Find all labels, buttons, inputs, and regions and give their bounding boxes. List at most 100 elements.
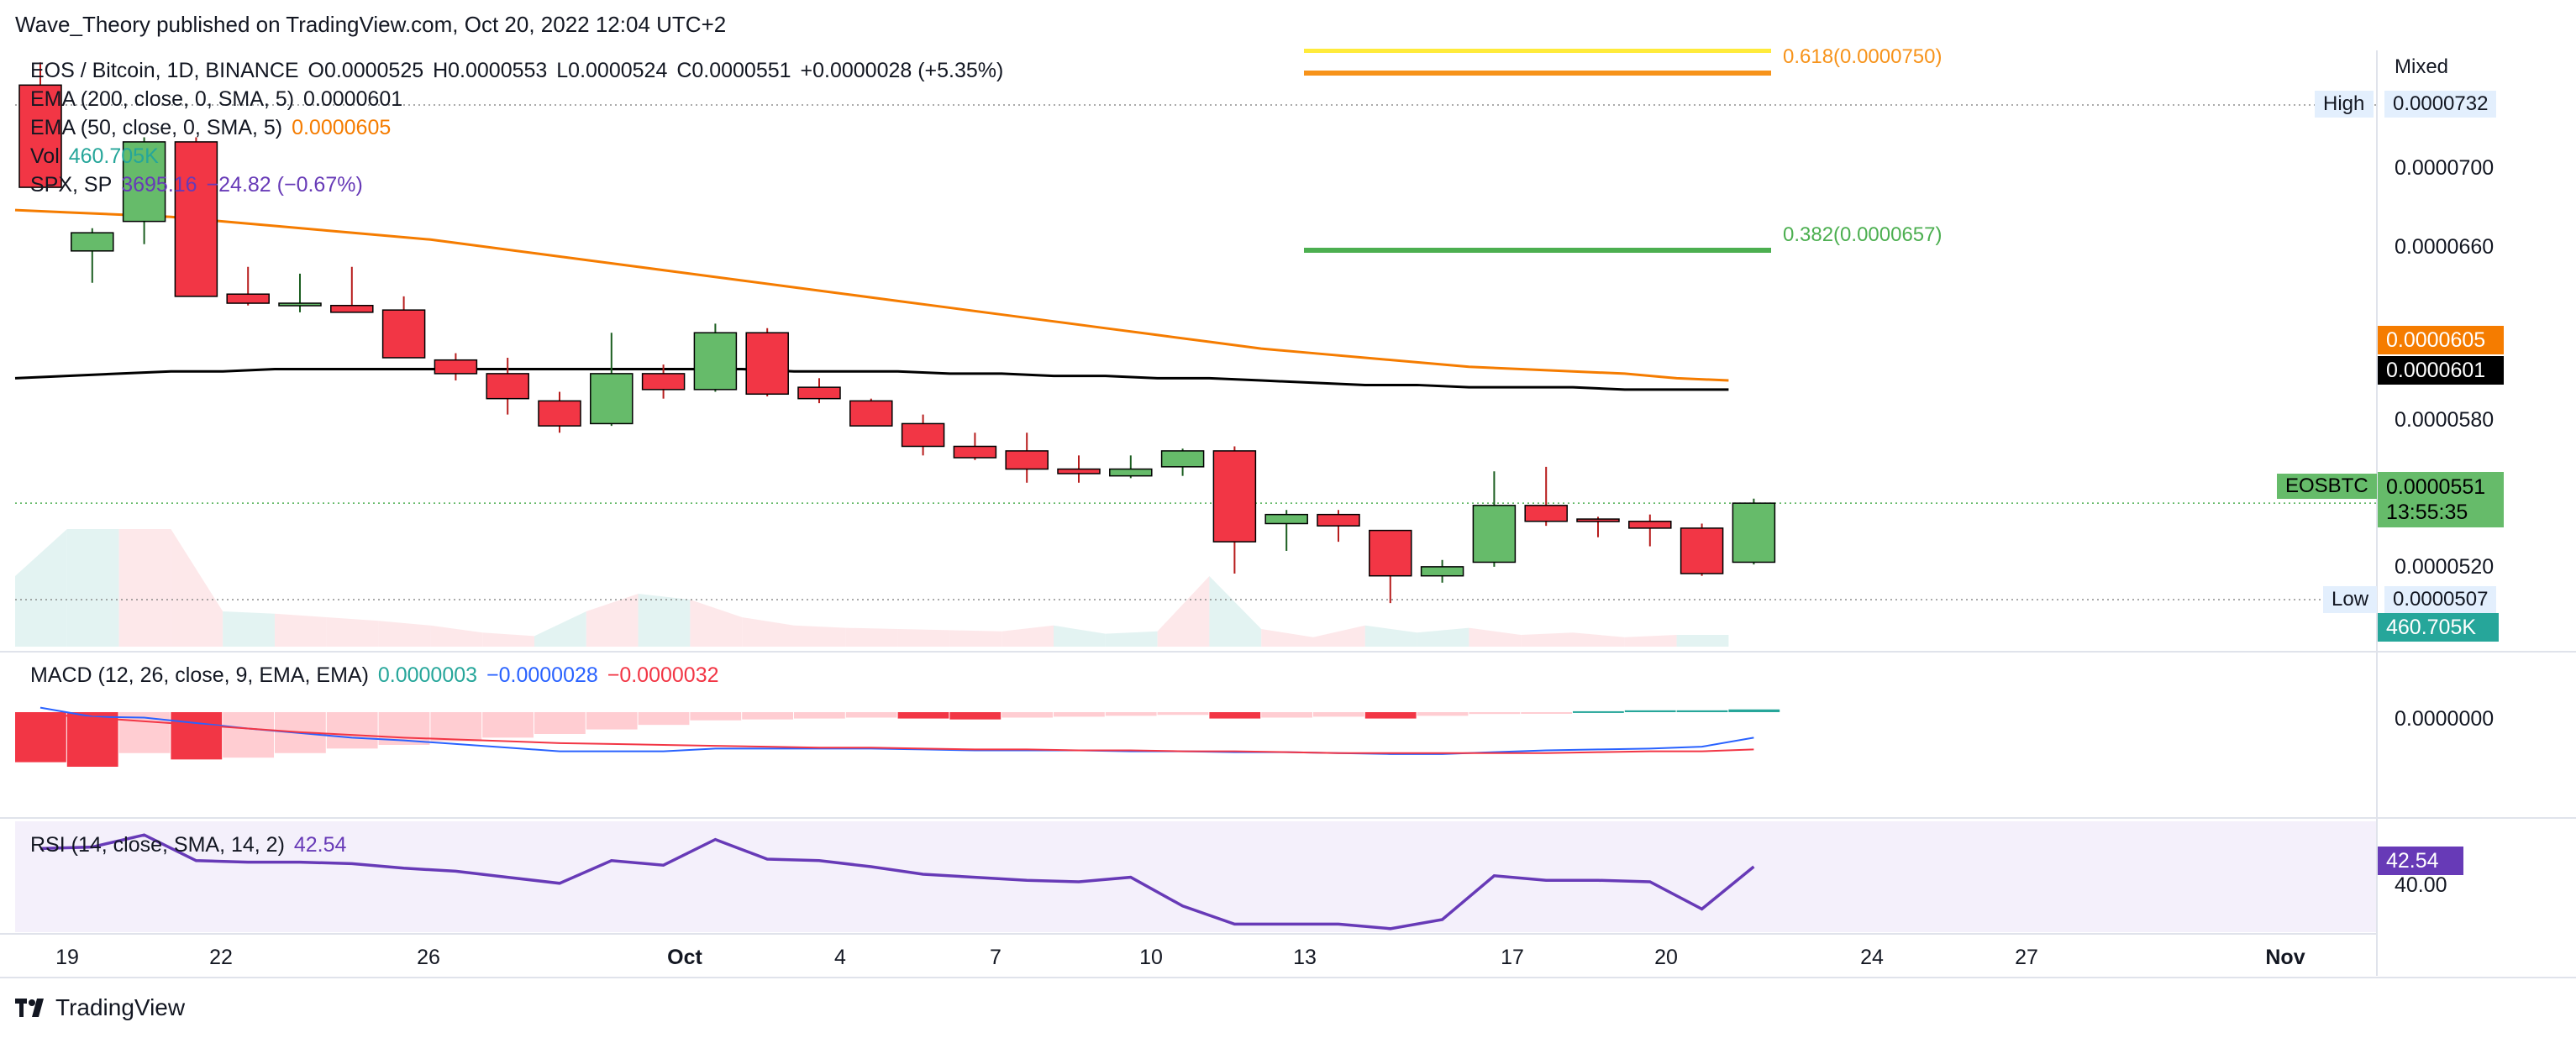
candle bbox=[434, 353, 478, 381]
volume-area-segment bbox=[378, 621, 431, 647]
tradingview-brand: TradingView bbox=[55, 994, 186, 1020]
volume-area-segment bbox=[1676, 635, 1729, 647]
candle-body bbox=[226, 293, 270, 304]
candle bbox=[1472, 471, 1517, 567]
candle-body bbox=[1420, 566, 1464, 577]
time-axis-tick-label: 7 bbox=[990, 946, 1001, 969]
ema200-line bbox=[14, 368, 1729, 391]
spx-label: SPX, SP bbox=[30, 173, 113, 197]
candle bbox=[1576, 516, 1620, 537]
tradingview-logo[interactable]: TradingView bbox=[15, 994, 185, 1021]
volume-area-segment bbox=[326, 617, 379, 647]
candle-body bbox=[1628, 521, 1672, 529]
rsi-pane[interactable] bbox=[39, 833, 1755, 931]
ema-lines bbox=[14, 208, 1729, 391]
legend-low: L0.0000524 bbox=[556, 59, 668, 82]
price-axis-tick-label: 0.0000700 bbox=[2395, 156, 2494, 180]
candle-body bbox=[330, 304, 374, 313]
candle-body bbox=[1472, 505, 1517, 564]
legend-high: H0.0000553 bbox=[433, 59, 548, 82]
fib-label-382[interactable]: 0.382(0.0000657) bbox=[1783, 223, 1943, 246]
macd-legend[interactable]: MACD (12, 26, close, 9, EMA, EMA) 0.0000… bbox=[30, 663, 723, 688]
low-label: Low bbox=[2323, 586, 2378, 613]
tradingview-logo-icon bbox=[15, 999, 44, 1017]
legend-open: O0.0000525 bbox=[308, 59, 424, 82]
time-axis-tick-label: 17 bbox=[1501, 946, 1524, 969]
published-caption: Wave_Theory published on TradingView.com… bbox=[15, 12, 727, 37]
macd-signal-value: −0.0000032 bbox=[607, 663, 719, 687]
macd-histogram-bar bbox=[1417, 712, 1469, 716]
candles[interactable] bbox=[18, 62, 1776, 604]
macd-histogram-bar bbox=[1573, 710, 1624, 713]
candle-body bbox=[1576, 518, 1620, 522]
symbol-legend[interactable]: EOS / Bitcoin, 1D, BINANCE O0.0000525 H0… bbox=[30, 59, 1007, 83]
macd-histogram-bar bbox=[742, 712, 793, 720]
candle bbox=[381, 296, 426, 359]
ema200-legend[interactable]: EMA (200, close, 0, SMA, 5) 0.0000601 bbox=[30, 87, 406, 112]
candle-body bbox=[953, 445, 997, 459]
fib-line-382 bbox=[1304, 248, 1771, 253]
macd-histogram-bar bbox=[794, 712, 845, 719]
time-axis-tick-label: Nov bbox=[2265, 946, 2305, 969]
macd-pane[interactable] bbox=[15, 706, 1780, 767]
volume-area-segment bbox=[534, 611, 586, 647]
macd-histogram-bar bbox=[638, 712, 690, 726]
candle-body bbox=[174, 141, 218, 297]
symbol-name: EOS / Bitcoin, 1D, BINANCE bbox=[30, 59, 299, 82]
candle bbox=[1732, 498, 1776, 565]
candle bbox=[1317, 510, 1360, 543]
ema200-value: 0.0000601 bbox=[302, 87, 403, 111]
rsi-price-tag: 42.54 bbox=[2378, 847, 2463, 875]
time-axis-tick-label: 22 bbox=[209, 946, 233, 969]
scale-mode[interactable]: Mixed bbox=[2395, 55, 2449, 78]
volume-area-segment bbox=[1157, 576, 1210, 647]
time-axis-tick-label: 24 bbox=[1860, 946, 1884, 969]
fib-line-618 bbox=[1304, 71, 1771, 76]
macd-histogram-bar bbox=[1728, 709, 1780, 712]
last-price-value: 0.0000551 bbox=[2386, 475, 2486, 499]
macd-histogram-bar bbox=[1157, 712, 1209, 716]
candle-body bbox=[590, 373, 633, 425]
fibonacci-levels[interactable] bbox=[1304, 49, 1771, 253]
time-axis-tick-label: Oct bbox=[667, 946, 702, 969]
spx-legend[interactable]: SPX, SP 3695.16 −24.82 (−0.67%) bbox=[30, 173, 366, 197]
volume-area-segment bbox=[638, 594, 691, 647]
volume-area-segment bbox=[275, 613, 327, 647]
candle-body bbox=[1264, 513, 1308, 525]
macd-histogram-bar bbox=[171, 712, 223, 760]
candle-body bbox=[434, 359, 478, 375]
macd-axis-tick-label: 0.0000000 bbox=[2395, 707, 2494, 731]
ema50-legend[interactable]: EMA (50, close, 0, SMA, 5) 0.0000605 bbox=[30, 116, 394, 140]
rsi-legend[interactable]: RSI (14, close, SMA, 14, 2) 42.54 bbox=[30, 833, 350, 857]
macd-histogram-bar bbox=[482, 712, 534, 738]
candle bbox=[1212, 446, 1257, 574]
candle-body bbox=[1005, 450, 1049, 470]
rsi-label: RSI (14, close, SMA, 14, 2) bbox=[30, 833, 285, 857]
ema50-value: 0.0000605 bbox=[292, 116, 392, 139]
macd-histogram-bar bbox=[1624, 710, 1676, 712]
candle-body bbox=[1369, 529, 1412, 577]
volume-area-segment bbox=[1261, 629, 1313, 647]
candle-body bbox=[486, 373, 529, 400]
price-axis-tick-label: 0.0000580 bbox=[2395, 408, 2494, 432]
volume-area-segment bbox=[1209, 576, 1262, 647]
volume-area-segment bbox=[15, 529, 67, 647]
fib-label-618[interactable]: 0.618(0.0000750) bbox=[1783, 45, 1943, 68]
price-axis[interactable]: 0.0000700 0.0000660 0.0000580 0.0000520 0.00… bbox=[2395, 156, 2494, 897]
legend-change: +0.0000028 (+5.35%) bbox=[800, 59, 1004, 82]
macd-histogram-bar bbox=[897, 712, 949, 719]
macd-histogram-bar bbox=[1001, 712, 1053, 718]
volume-legend[interactable]: Vol 460.705K bbox=[30, 144, 162, 169]
candle-body bbox=[278, 302, 322, 307]
volume-area-segment bbox=[1624, 635, 1677, 647]
candle-body bbox=[693, 332, 738, 391]
candle bbox=[1369, 529, 1412, 604]
spx-value: 3695.16 bbox=[121, 173, 197, 197]
volume-area-segment bbox=[949, 630, 1002, 647]
bar-countdown: 13:55:35 bbox=[2386, 501, 2468, 524]
time-axis[interactable]: 19 22 26 Oct 4 7 10 13 17 20 24 27 Nov bbox=[55, 946, 2305, 969]
ema50-line bbox=[14, 208, 1729, 382]
volume-area-segment bbox=[223, 611, 275, 647]
macd-histogram-bar bbox=[66, 712, 118, 767]
